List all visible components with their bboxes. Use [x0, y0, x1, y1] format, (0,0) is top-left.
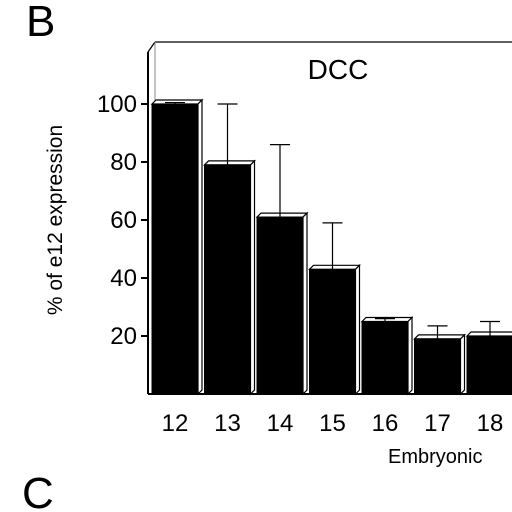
- y-tick-label: 40: [110, 265, 137, 292]
- bar-top-face: [255, 212, 309, 218]
- bar: [151, 103, 199, 395]
- bar: [309, 268, 356, 395]
- x-tick-label: 16: [372, 410, 399, 437]
- x-axis-ticks: 12 13 14 15 16 17 18: [162, 410, 504, 437]
- y-tick-label: 60: [110, 207, 137, 234]
- error-bars-group: [165, 101, 500, 339]
- y-tick-label: 100: [97, 91, 137, 118]
- x-tick-label: 12: [162, 410, 189, 437]
- bar: [204, 164, 251, 395]
- bars-group: [150, 98, 512, 396]
- panel-label-c: C: [22, 469, 54, 512]
- bar: [361, 321, 409, 395]
- x-tick-label: 13: [214, 410, 241, 437]
- x-axis-label: Embryonic: [388, 446, 482, 468]
- bar: [414, 338, 461, 395]
- y-tick-label: 80: [110, 149, 137, 176]
- y-tick-label: 20: [110, 323, 137, 350]
- bar-side-face: [407, 316, 413, 396]
- bar-side-face: [354, 263, 361, 396]
- x-tick-label: 15: [319, 410, 346, 437]
- x-tick-label: 18: [477, 410, 504, 437]
- y-axis-label: % of e12 expression: [44, 125, 67, 315]
- bar-top-face: [203, 160, 256, 166]
- bar-side-face: [302, 211, 308, 396]
- bar-side-face: [249, 159, 256, 396]
- bar-top-face: [413, 334, 466, 340]
- bar: [466, 335, 512, 395]
- panel-label-b: B: [26, 0, 55, 46]
- y-axis-ticks: 20 40 60 80 100: [97, 91, 148, 350]
- bar-top-face: [308, 264, 361, 270]
- bar-side-face: [459, 333, 466, 396]
- bar: [256, 216, 304, 395]
- x-tick-label: 14: [267, 410, 294, 437]
- x-tick-label: 17: [424, 410, 451, 437]
- bar-side-face: [197, 98, 203, 396]
- chart-title: DCC: [308, 54, 369, 85]
